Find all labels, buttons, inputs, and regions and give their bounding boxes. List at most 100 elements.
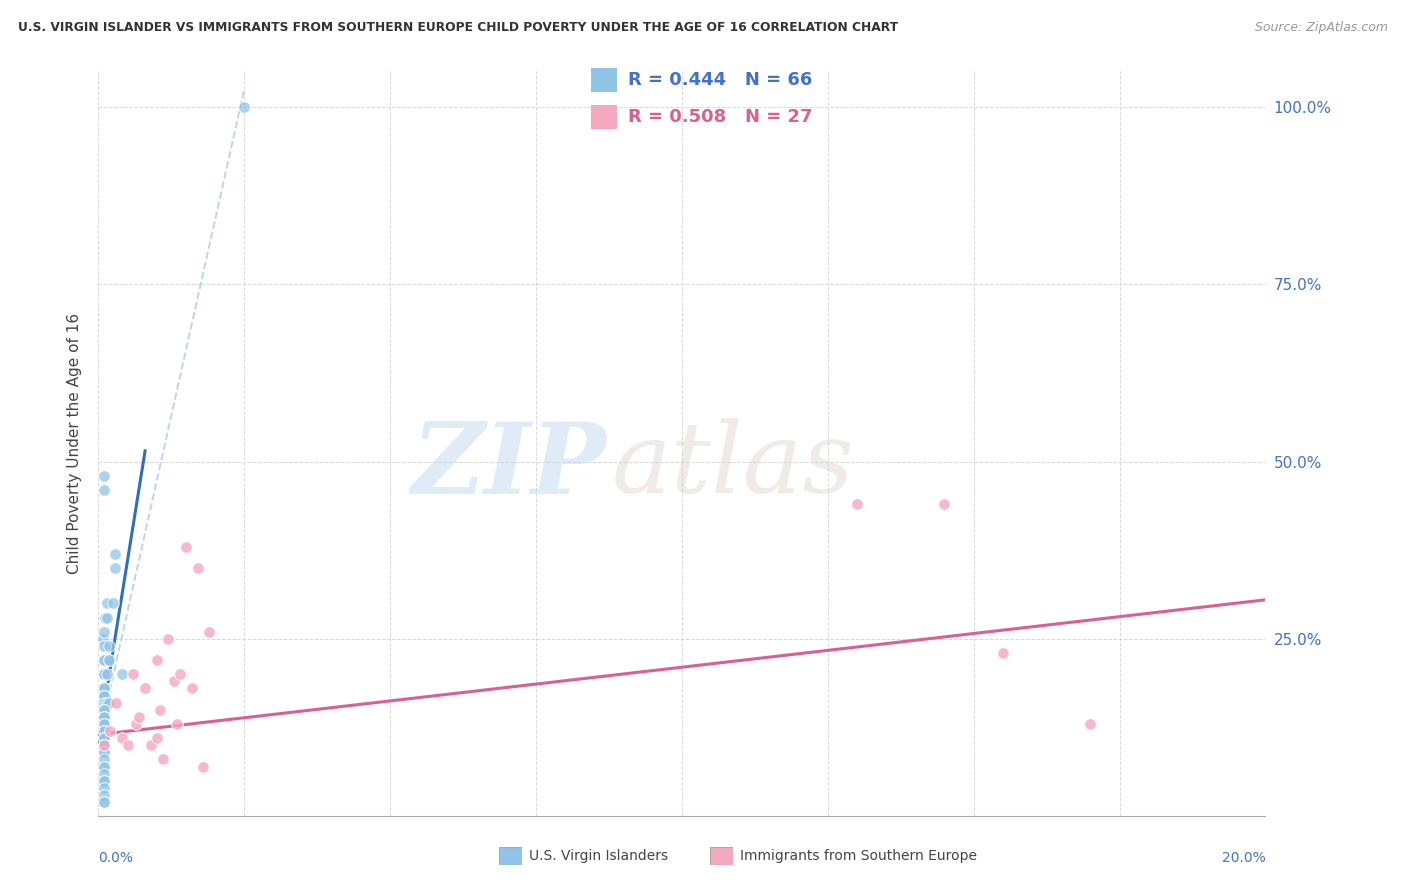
Point <box>169 667 191 681</box>
Point <box>104 561 127 575</box>
Point <box>93 738 115 752</box>
Point <box>93 667 115 681</box>
Point <box>104 696 127 710</box>
Point <box>93 689 115 703</box>
Point <box>93 703 115 717</box>
Point <box>93 759 115 773</box>
Point <box>93 724 115 739</box>
Point <box>93 731 115 746</box>
Point <box>93 624 115 639</box>
Point <box>93 681 115 696</box>
Point <box>93 745 115 759</box>
Point <box>117 738 139 752</box>
Point <box>96 667 118 681</box>
Text: R = 0.508   N = 27: R = 0.508 N = 27 <box>627 108 813 126</box>
Point <box>180 681 202 696</box>
Point <box>174 540 197 554</box>
Point <box>93 681 115 696</box>
Bar <box>592 104 617 128</box>
Point <box>91 632 114 646</box>
Point <box>96 610 118 624</box>
Point <box>97 639 120 653</box>
Point <box>98 724 121 739</box>
Point <box>96 696 118 710</box>
Point <box>166 717 188 731</box>
Point <box>134 681 156 696</box>
Point <box>93 667 115 681</box>
Point <box>93 745 115 759</box>
Point <box>93 724 115 739</box>
Point <box>93 738 115 752</box>
Point <box>93 724 115 739</box>
Point <box>93 738 115 752</box>
Point <box>146 653 169 667</box>
Point <box>93 717 115 731</box>
Point <box>93 689 115 703</box>
Point <box>97 653 120 667</box>
Point <box>93 795 115 809</box>
Point <box>94 610 117 624</box>
Point <box>96 596 118 610</box>
Point <box>93 667 115 681</box>
Text: 0.0%: 0.0% <box>98 851 134 865</box>
Point <box>93 483 115 497</box>
Point <box>93 710 115 724</box>
Point <box>122 667 145 681</box>
Point <box>93 710 115 724</box>
Text: U.S. VIRGIN ISLANDER VS IMMIGRANTS FROM SOUTHERN EUROPE CHILD POVERTY UNDER THE : U.S. VIRGIN ISLANDER VS IMMIGRANTS FROM … <box>18 21 898 34</box>
Point <box>93 788 115 802</box>
Point <box>93 752 115 766</box>
Point <box>149 703 172 717</box>
Point <box>93 681 115 696</box>
Point <box>93 710 115 724</box>
Point <box>93 780 115 795</box>
Point <box>187 561 209 575</box>
Point <box>93 773 115 788</box>
Point <box>1080 717 1102 731</box>
Point <box>163 674 186 689</box>
Text: R = 0.444   N = 66: R = 0.444 N = 66 <box>627 70 813 88</box>
Point <box>93 731 115 746</box>
Point <box>93 639 115 653</box>
Point <box>111 667 134 681</box>
Point <box>104 547 127 561</box>
Bar <box>592 68 617 92</box>
Point <box>93 738 115 752</box>
Point <box>846 497 869 511</box>
Point <box>93 717 115 731</box>
Point <box>93 717 115 731</box>
Point <box>93 759 115 773</box>
Point <box>128 710 150 724</box>
Point <box>93 731 115 746</box>
Text: U.S. Virgin Islanders: U.S. Virgin Islanders <box>529 849 668 863</box>
Point <box>93 703 115 717</box>
Text: ZIP: ZIP <box>411 417 606 515</box>
Point <box>934 497 956 511</box>
Point <box>233 100 256 114</box>
Point <box>101 596 124 610</box>
Point <box>198 624 221 639</box>
Point <box>991 646 1014 660</box>
Point <box>93 667 115 681</box>
Point <box>97 653 120 667</box>
Point <box>93 773 115 788</box>
Text: atlas: atlas <box>612 418 855 514</box>
Point <box>93 689 115 703</box>
Point <box>152 752 174 766</box>
Point <box>93 468 115 483</box>
Point <box>193 759 215 773</box>
Point <box>93 653 115 667</box>
Text: Source: ZipAtlas.com: Source: ZipAtlas.com <box>1254 21 1388 34</box>
Point <box>93 696 115 710</box>
Text: 20.0%: 20.0% <box>1222 851 1265 865</box>
Point <box>93 724 115 739</box>
Text: Immigrants from Southern Europe: Immigrants from Southern Europe <box>740 849 977 863</box>
Point <box>97 696 120 710</box>
Point <box>111 731 134 746</box>
Y-axis label: Child Poverty Under the Age of 16: Child Poverty Under the Age of 16 <box>66 313 82 574</box>
Point <box>93 653 115 667</box>
Point <box>91 667 114 681</box>
Point <box>93 766 115 780</box>
Point <box>93 731 115 746</box>
Point <box>93 681 115 696</box>
